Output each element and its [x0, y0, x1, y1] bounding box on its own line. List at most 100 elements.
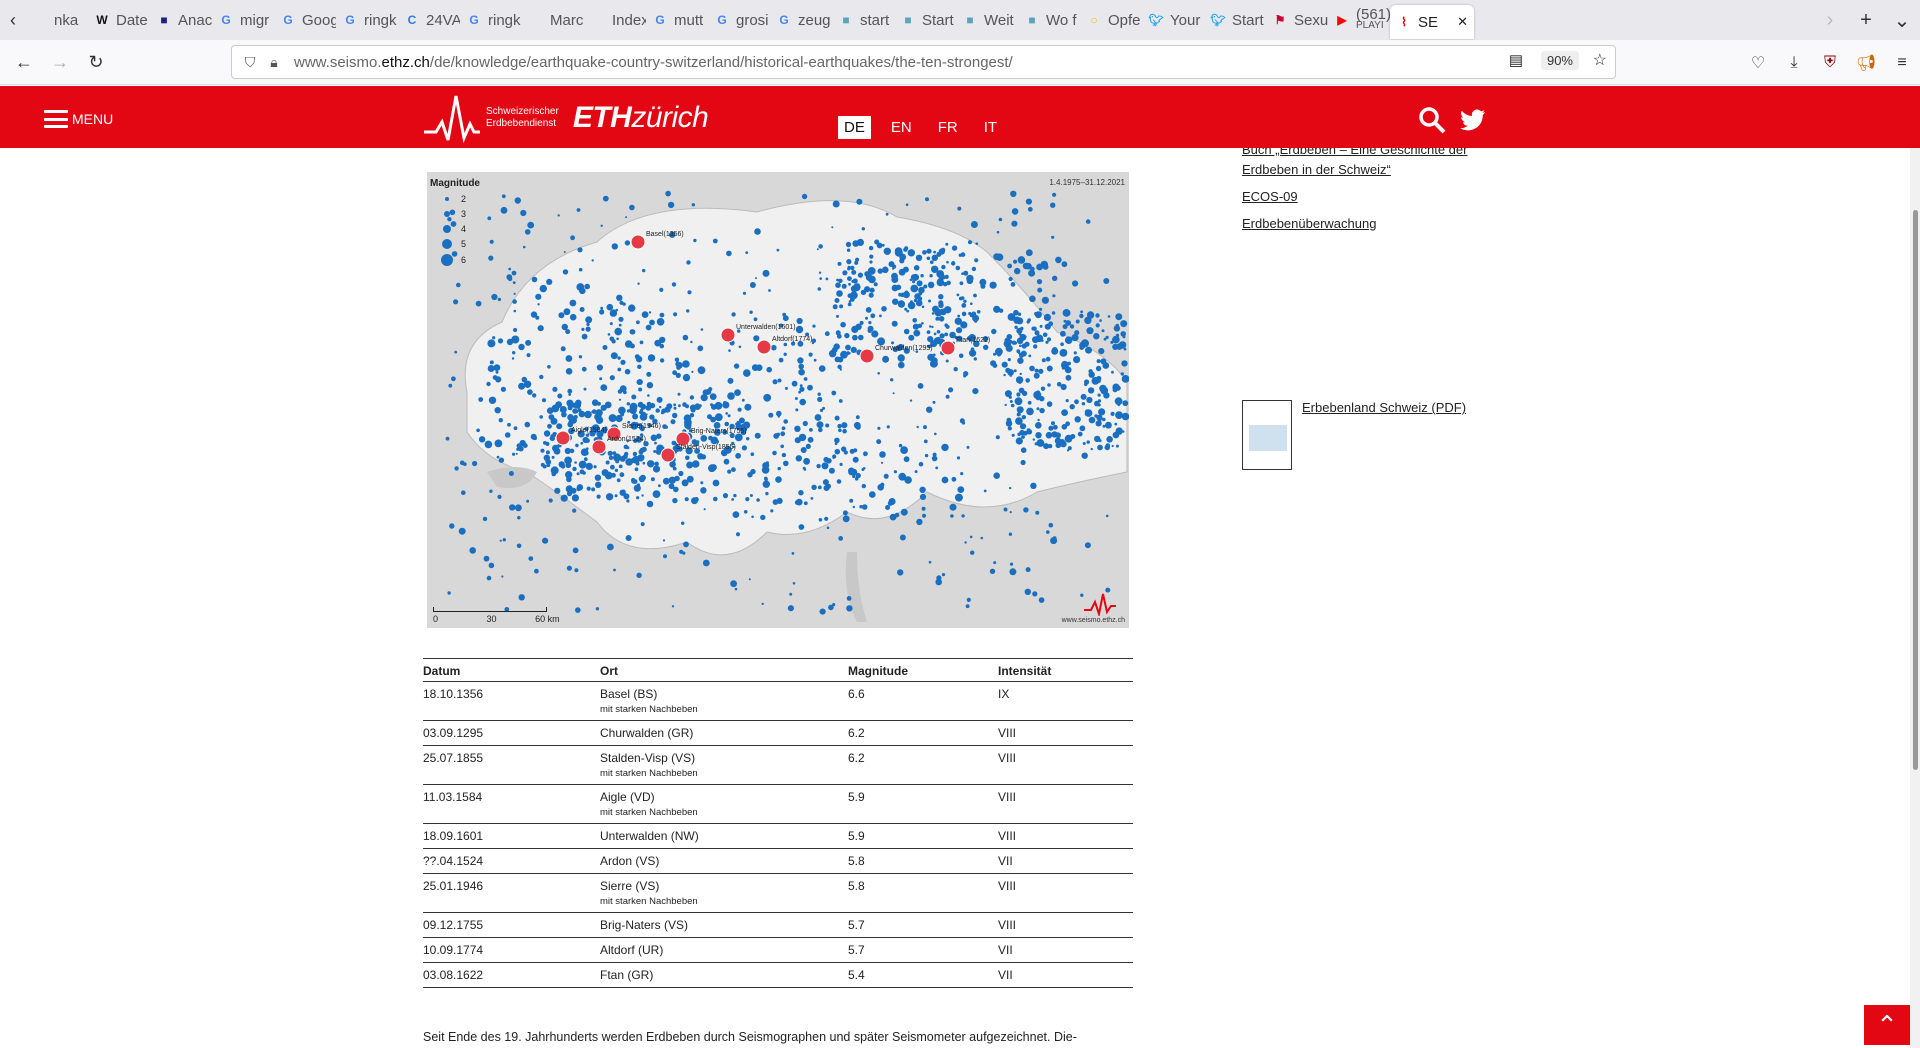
table-cell: Ftan (GR) — [600, 962, 848, 988]
browser-tab[interactable]: W Date — [88, 0, 150, 40]
seismic-event-dot — [1065, 320, 1072, 326]
browser-tab[interactable]: 🐦︎ Your — [1142, 0, 1204, 40]
seismic-event-dot — [900, 446, 908, 454]
seismic-event-dot — [1032, 438, 1035, 441]
site-logo[interactable]: Schweizerischer Erdbebendienst ETHzürich — [422, 92, 709, 144]
seismic-event-dot — [697, 453, 704, 460]
browser-tab[interactable]: ■ Start — [894, 0, 956, 40]
browser-tab[interactable]: C 24VA — [398, 0, 460, 40]
seismic-event-dot — [578, 460, 587, 469]
seismic-event-dot — [1019, 372, 1022, 376]
browser-tab[interactable]: ▶ (561) PLAYI — [1328, 0, 1390, 40]
pocket-icon[interactable]: ♡ — [1750, 54, 1766, 72]
seismic-event-dot — [996, 230, 1000, 234]
seismic-event-dot — [654, 461, 659, 467]
seismic-event-dot — [778, 323, 784, 328]
tab-label: Sexu — [1294, 11, 1328, 29]
seismic-event-dot — [1016, 327, 1023, 334]
seismic-event-dot — [604, 401, 612, 409]
extension-icon[interactable]: 📢︎ — [1855, 54, 1877, 72]
browser-tab[interactable]: G Goog — [274, 0, 336, 40]
new-tab-icon[interactable]: + — [1860, 8, 1872, 31]
G-icon: G — [717, 13, 727, 27]
seismic-event-dot — [1020, 459, 1026, 466]
seismic-event-dot — [1085, 346, 1092, 354]
browser-tab[interactable]: ■ Wo f — [1018, 0, 1080, 40]
seismic-event-dot — [708, 435, 713, 441]
historic-quake-marker — [756, 339, 772, 355]
reader-view-icon[interactable]: ▤ — [1508, 52, 1523, 69]
link-book[interactable]: Buch „Erdbeben – Eine Geschichte der Erd… — [1242, 148, 1468, 177]
search-icon[interactable] — [1418, 106, 1446, 134]
link-ecos[interactable]: ECOS-09 — [1242, 189, 1298, 204]
tab-scroll-left-icon[interactable]: ‹ — [10, 9, 16, 30]
lang-it[interactable]: IT — [983, 119, 998, 136]
tab-label: (561) — [1356, 6, 1390, 23]
url-text[interactable]: www.seismo.ethz.ch/de/knowledge/earthqua… — [294, 54, 1013, 71]
G-icon: G — [779, 13, 789, 27]
hamburger-menu-icon[interactable]: ≡ — [1897, 53, 1907, 71]
seismic-event-dot — [1008, 532, 1013, 536]
close-tab-icon[interactable]: ✕ — [1457, 14, 1468, 29]
back-icon[interactable]: ← — [15, 51, 33, 72]
pdf-link[interactable]: Erbebenland Schweiz (PDF) — [1302, 400, 1467, 415]
link-monitoring[interactable]: Erdbebenüberwachung — [1242, 216, 1377, 231]
back-to-top-button[interactable]: ⌃ — [1864, 1005, 1910, 1045]
historic-quake-marker — [859, 348, 875, 364]
zoom-indicator[interactable]: 90% — [1540, 51, 1579, 70]
browser-tab[interactable]: nka — [26, 0, 88, 40]
lock-icon[interactable]: 🔒︎ — [270, 53, 278, 70]
page-scrollbar[interactable] — [1910, 148, 1920, 1048]
seismic-event-dot — [903, 247, 908, 252]
pdf-download[interactable]: Erbebenland Schweiz (PDF) — [1242, 400, 1466, 470]
tab-label: zeug — [798, 11, 831, 29]
seismic-event-dot — [932, 305, 939, 313]
bookmark-star-icon[interactable]: ☆ — [1592, 52, 1607, 69]
scrollbar-thumb[interactable] — [1913, 210, 1918, 770]
lang-de[interactable]: DE — [838, 116, 871, 139]
seismic-event-dot — [877, 426, 881, 430]
browser-tab[interactable]: Marc — [522, 0, 584, 40]
browser-tab[interactable]: ⌇ SE ✕ — [1390, 5, 1474, 39]
seismic-event-dot — [659, 287, 664, 292]
tab-scroll-right-icon[interactable]: › — [1826, 8, 1834, 31]
lang-en[interactable]: EN — [890, 119, 912, 136]
forward-icon[interactable]: → — [51, 51, 69, 72]
seismic-event-dot — [1102, 424, 1106, 428]
seismic-event-dot — [845, 241, 852, 248]
browser-tab[interactable]: ■ start — [832, 0, 894, 40]
browser-tab[interactable]: Index of — [584, 0, 646, 40]
list-tabs-icon[interactable]: ⌄ — [1893, 9, 1911, 32]
twitter-icon[interactable] — [1460, 109, 1486, 131]
seismic-event-dot — [671, 605, 675, 608]
table-cell: Brig-Naters (VS) — [600, 912, 848, 938]
seismic-event-dot — [948, 387, 954, 393]
lang-fr[interactable]: FR — [937, 119, 958, 136]
browser-tab[interactable]: ⚑ Sexu — [1266, 0, 1328, 40]
pdf-thumbnail[interactable] — [1242, 400, 1292, 470]
seismic-event-dot — [957, 486, 965, 493]
downloads-icon[interactable]: ⤓ — [1790, 53, 1798, 71]
url-bar[interactable]: ⛉ 🔒︎ www.seismo.ethz.ch/de/knowledge/ear… — [231, 45, 1616, 79]
browser-tab[interactable]: ■ Anac — [150, 0, 212, 40]
legend-circle-icon — [441, 254, 453, 266]
browser-tab[interactable]: ○ Opfe — [1080, 0, 1142, 40]
seismic-event-dot — [892, 392, 895, 395]
browser-tab[interactable]: ■ Weit — [956, 0, 1018, 40]
menu-button[interactable]: MENU — [44, 110, 113, 128]
shield-icon[interactable]: ⛉ — [244, 53, 256, 70]
reload-icon[interactable]: ↻ — [88, 51, 104, 72]
tab-sublabel: PLAYI — [1356, 20, 1384, 31]
ublock-icon[interactable]: ⛨ — [1823, 53, 1836, 71]
browser-tab[interactable]: 🐦︎ Start — [1204, 0, 1266, 40]
table-header-row: Datum Ort Magnitude Intensität — [423, 658, 1133, 682]
seismic-event-dot — [1094, 435, 1101, 443]
seismic-event-dot — [847, 276, 852, 281]
seismic-event-dot — [637, 364, 642, 369]
